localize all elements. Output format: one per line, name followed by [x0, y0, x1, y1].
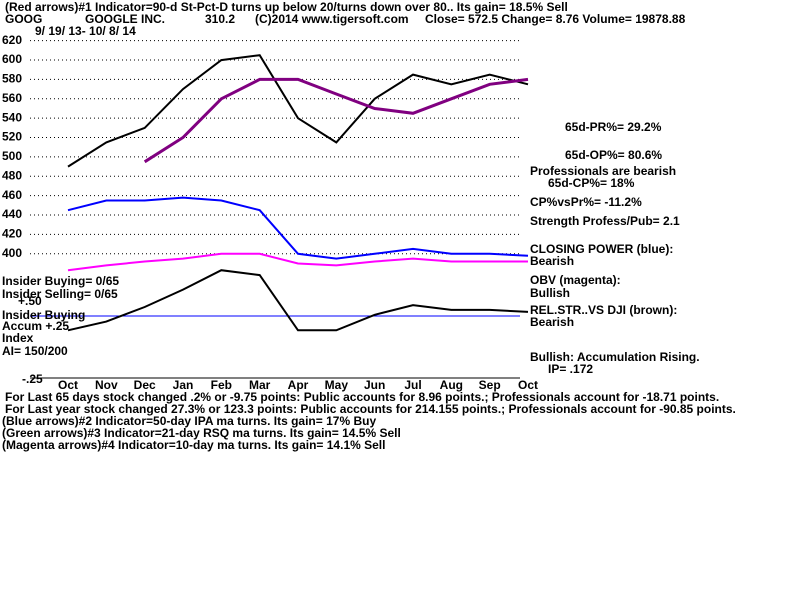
y-tick-label: 460: [2, 188, 22, 202]
right-label: Bullish: [530, 286, 570, 300]
left-label: AI= 150/200: [2, 344, 68, 358]
y-tick-label: 500: [2, 149, 22, 163]
y-tick-label: 600: [2, 52, 22, 66]
right-label: 65d-CP%= 18%: [548, 176, 635, 190]
right-label: Bearish: [530, 315, 574, 329]
footer-line: (Magenta arrows)#4 Indicator=10-day ma t…: [2, 438, 385, 452]
left-label: -.25: [22, 372, 43, 386]
chart-title: (Red arrows)#1 Indicator=90-d St-Pct-D t…: [5, 0, 568, 14]
x-tick-label: May: [325, 378, 349, 392]
ref-price: 310.2: [205, 12, 235, 26]
footer-line: (Green arrows)#3 Indicator=21-day RSQ ma…: [2, 426, 401, 440]
y-tick-label: 540: [2, 110, 22, 124]
x-tick-label: Jun: [364, 378, 385, 392]
y-tick-label: 480: [2, 168, 22, 182]
series-line: [67, 54, 529, 168]
right-label: CP%vsPr%= -11.2%: [530, 195, 642, 209]
x-tick-label: Jan: [173, 378, 194, 392]
y-tick-label: 560: [2, 91, 22, 105]
x-tick-label: Feb: [211, 378, 232, 392]
right-label: 65d-PR%= 29.2%: [565, 120, 662, 134]
right-label: CLOSING POWER (blue):: [530, 242, 673, 256]
right-label: Bearish: [530, 254, 574, 268]
x-tick-label: Apr: [288, 378, 309, 392]
right-label: Professionals are bearish: [530, 164, 676, 178]
y-tick-label: 440: [2, 207, 22, 221]
date-range: 9/ 19/ 13- 10/ 8/ 14: [35, 24, 136, 38]
left-label: Index: [2, 331, 34, 345]
right-label: REL.STR..VS DJI (brown):: [530, 303, 677, 317]
x-tick-label: Nov: [95, 378, 118, 392]
y-tick-label: 420: [2, 227, 22, 241]
left-label: Accum +.25: [2, 319, 69, 333]
series-line: [67, 269, 529, 332]
footer-line: For Last 65 days stock changed .2% or -9…: [5, 390, 719, 404]
footer-line: (Blue arrows)#2 Indicator=50-day IPA ma …: [2, 414, 376, 428]
x-tick-label: Oct: [58, 378, 78, 392]
series-line: [67, 196, 529, 260]
copyright: (C)2014 www.tigersoft.com: [255, 12, 409, 26]
series-line: [143, 77, 529, 164]
left-label: Insider Selling= 0/65: [2, 287, 118, 301]
left-label: +.50: [18, 294, 42, 308]
y-tick-label: 400: [2, 246, 22, 260]
x-tick-label: Jul: [404, 378, 421, 392]
y-tick-label: 620: [2, 33, 22, 47]
left-label: Insider Buying: [2, 308, 85, 322]
y-tick-label: 580: [2, 72, 22, 86]
series-line: [67, 252, 528, 272]
left-label: Insider Buying= 0/65: [2, 274, 119, 288]
right-label: 65d-OP%= 80.6%: [565, 148, 662, 162]
right-label: OBV (magenta):: [530, 273, 621, 287]
x-tick-label: Oct: [518, 378, 538, 392]
x-tick-label: Sep: [479, 378, 501, 392]
y-tick-label: 520: [2, 130, 22, 144]
close-info: Close= 572.5 Change= 8.76 Volume= 19878.…: [425, 12, 686, 26]
right-label: Strength Profess/Pub= 2.1: [530, 214, 680, 228]
x-tick-label: Aug: [440, 378, 463, 392]
x-tick-label: Mar: [249, 378, 271, 392]
right-label: IP= .172: [548, 362, 593, 376]
right-label: Bullish: Accumulation Rising.: [530, 350, 700, 364]
footer-line: For Last year stock changed 27.3% or 123…: [5, 402, 736, 416]
x-tick-label: Dec: [134, 378, 156, 392]
company: GOOGLE INC.: [85, 12, 165, 26]
ticker: GOOG: [5, 12, 42, 26]
